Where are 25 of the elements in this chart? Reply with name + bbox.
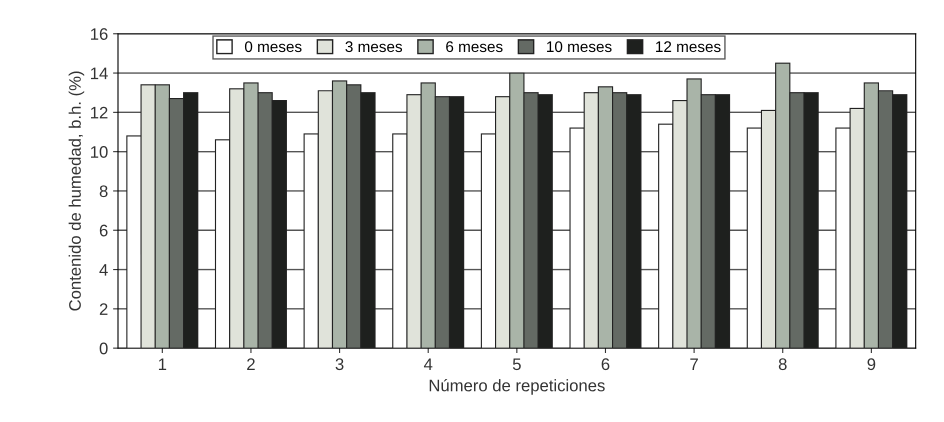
y-tick-label: 6 [100,224,108,236]
y-tick-label: 2 [100,303,108,315]
x-tick-label: 8 [778,358,787,370]
x-tick-label: 9 [868,358,876,370]
legend-label: 10 meses [547,41,612,52]
x-axis-title: Número de repeticiones [430,378,605,395]
y-tick-label: 8 [100,185,108,198]
y-tick-label: 4 [99,264,108,276]
y-tick-label: 14 [91,68,108,80]
x-tick-label: 3 [336,358,344,370]
legend-label: 0 meses [244,41,302,52]
legend-label: 3 meses [345,41,402,52]
x-tick-label: 1 [158,358,166,370]
y-tick-label: 0 [100,342,108,354]
x-tick-label: 4 [424,358,432,370]
legend-label: 6 meses [446,41,503,52]
y-tick-label: 10 [91,146,108,158]
y-axis-title: Contenido de humedad, b.h. (%) [68,72,84,311]
y-tick-label: 16 [91,28,108,40]
legend-label: 12 meses [656,41,721,52]
x-tick-label: 5 [512,358,521,370]
x-tick-label: 6 [602,358,610,370]
y-tick-label: 12 [91,106,108,118]
x-tick-label: 7 [690,358,698,370]
x-tick-label: 2 [247,358,255,370]
